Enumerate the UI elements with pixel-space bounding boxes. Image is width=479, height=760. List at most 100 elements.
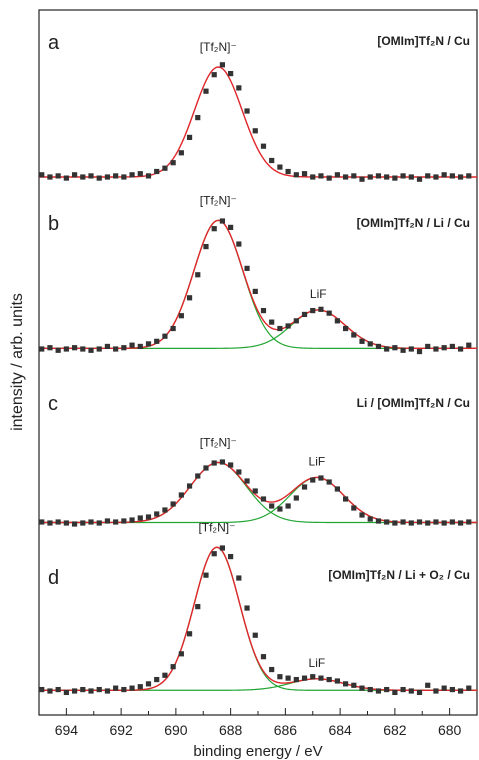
data-point (416, 689, 423, 696)
data-point (310, 477, 316, 483)
data-point (269, 157, 275, 164)
data-point (400, 347, 406, 353)
data-point (252, 632, 258, 638)
data-point (162, 333, 168, 339)
data-point (178, 492, 184, 498)
data-point (301, 675, 308, 681)
data-point (121, 174, 127, 180)
data-point (416, 519, 423, 525)
data-point (285, 675, 291, 681)
data-point (63, 520, 69, 526)
data-point (162, 507, 168, 513)
data-point (425, 520, 431, 526)
data-point (219, 62, 226, 68)
data-point (88, 519, 94, 525)
data-point (96, 346, 102, 352)
data-point (334, 172, 340, 178)
data-point (293, 676, 299, 683)
data-point (433, 346, 439, 352)
panel-letter: b (48, 213, 59, 235)
data-point (170, 664, 176, 670)
data-point (425, 173, 431, 179)
data-point (186, 483, 193, 489)
data-point (293, 318, 299, 324)
y-axis-label: intensity / arb. units (9, 293, 26, 431)
data-point (47, 520, 53, 526)
x-tick-label: 694 (55, 722, 79, 738)
data-point (228, 553, 234, 560)
data-point (433, 688, 439, 694)
data-point (186, 295, 193, 301)
data-point (154, 168, 160, 175)
data-point (211, 226, 217, 232)
data-point (39, 346, 45, 352)
x-tick-label: 686 (274, 722, 298, 738)
data-point (441, 685, 447, 691)
data-point (441, 520, 447, 526)
data-point (277, 325, 283, 332)
data-point (121, 686, 127, 693)
data-point (88, 173, 94, 179)
data-point (301, 484, 308, 490)
data-point (449, 173, 455, 179)
data-point (301, 171, 308, 177)
data-point (137, 171, 143, 177)
data-point (236, 469, 242, 475)
data-point (269, 503, 275, 509)
plot-frame (38, 9, 478, 716)
data-point (416, 348, 423, 355)
data-point (367, 174, 373, 180)
data-point (277, 674, 283, 680)
data-point (55, 173, 61, 179)
data-point (203, 244, 209, 250)
data-point (285, 503, 291, 509)
data-point (449, 343, 455, 350)
data-point (441, 345, 447, 351)
data-point (170, 501, 176, 507)
data-point (408, 688, 414, 694)
panel-letter: c (48, 393, 58, 415)
data-point (203, 465, 209, 471)
data-point (96, 686, 102, 693)
data-point (162, 165, 168, 171)
fit-curve (39, 461, 477, 524)
x-tick-label: 688 (219, 722, 243, 738)
data-point (367, 516, 373, 522)
data-point (293, 172, 299, 178)
data-point (367, 341, 373, 347)
data-point (104, 343, 111, 350)
data-point (326, 175, 332, 181)
data-point (375, 173, 382, 179)
data-point (154, 338, 160, 344)
data-point (457, 174, 464, 180)
data-point (408, 174, 414, 180)
panel-b: b [OMIm]Tf₂N / Li / Cu [Tf₂N]⁻ LiF (39, 193, 477, 355)
data-point (425, 682, 431, 688)
data-point (425, 343, 431, 350)
data-point (244, 108, 250, 114)
data-point (88, 347, 94, 353)
data-point (375, 688, 382, 694)
component-curve-0 (39, 219, 477, 349)
peak-label: [Tf₂N]⁻ (200, 435, 237, 449)
panel-title: Li / [OMIm]Tf₂N / Cu (357, 396, 470, 410)
data-point (244, 478, 250, 484)
data-point (441, 172, 447, 178)
data-point (195, 473, 201, 479)
data-point (433, 174, 439, 180)
data-point (39, 172, 45, 178)
data-point (154, 676, 160, 683)
data-point (39, 686, 45, 693)
data-point (269, 666, 275, 673)
panel-title: [OMIm]Tf₂N / Li / Cu (357, 216, 470, 230)
data-point (186, 134, 193, 140)
data-point (236, 241, 242, 247)
peak-label: LiF (309, 656, 326, 670)
data-point (334, 678, 340, 684)
data-point (457, 520, 464, 526)
data-point (170, 325, 176, 332)
data-point (104, 518, 111, 524)
data-point (310, 674, 316, 680)
data-point (343, 325, 349, 332)
